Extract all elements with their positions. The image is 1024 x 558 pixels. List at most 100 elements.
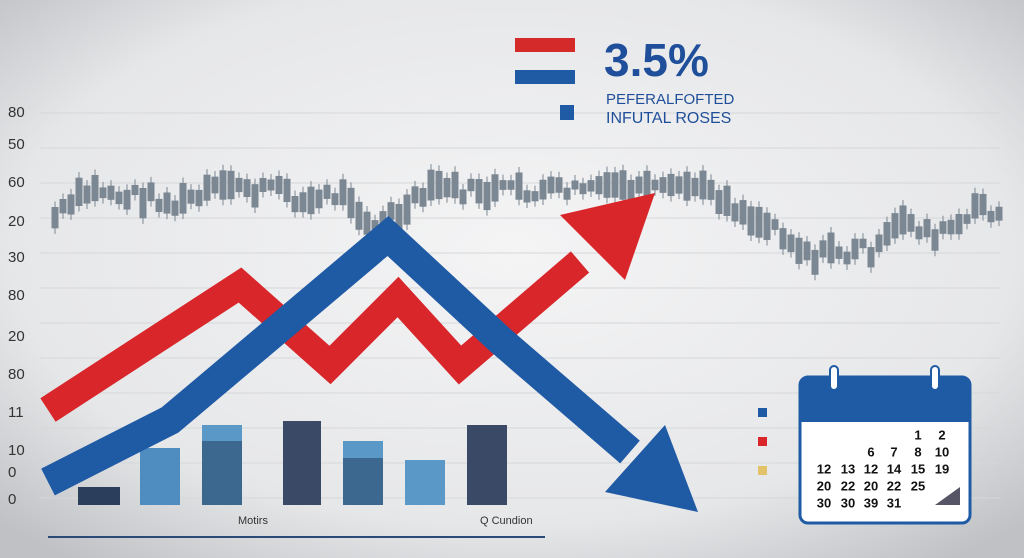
candle — [283, 178, 291, 203]
candle — [227, 170, 235, 200]
candle — [795, 237, 803, 264]
candle — [707, 179, 715, 200]
candle — [91, 174, 99, 202]
candle — [259, 178, 267, 192]
candle — [139, 187, 147, 219]
calendar-day: 22 — [887, 478, 901, 493]
candle — [635, 176, 643, 194]
candle — [883, 222, 891, 246]
calendar-day: 19 — [935, 461, 949, 476]
candle — [67, 194, 75, 215]
candle — [147, 182, 155, 202]
candle — [691, 177, 699, 197]
candle — [755, 206, 763, 238]
calendar-day: 20 — [864, 478, 878, 493]
candle — [355, 201, 363, 230]
calendar-day: 2 — [938, 427, 945, 442]
axis-label: 80 — [8, 104, 25, 121]
candle — [347, 187, 355, 219]
bars — [78, 421, 507, 505]
candle — [995, 206, 1003, 221]
calendar-ring — [829, 365, 839, 391]
candle — [307, 186, 315, 215]
calendar-day: 31 — [887, 495, 901, 510]
candle — [171, 200, 179, 216]
candle — [771, 219, 779, 230]
candle — [499, 180, 507, 190]
axis-label: 80 — [8, 366, 25, 383]
candle — [339, 179, 347, 206]
axis-label: 20 — [8, 328, 25, 345]
red-arrow-head — [560, 193, 655, 280]
legend-swatch — [758, 408, 767, 417]
calendar-day: 20 — [817, 478, 831, 493]
candlesticks — [51, 164, 1003, 281]
candle — [947, 219, 955, 235]
candle — [435, 170, 443, 200]
candle — [619, 170, 627, 200]
candle — [323, 184, 331, 199]
subtitle-line: INFUTAL ROSES — [606, 110, 731, 127]
calendar-day: 22 — [841, 478, 855, 493]
calendar — [798, 365, 972, 525]
bar — [405, 460, 445, 505]
bar-top — [343, 441, 383, 458]
candle — [467, 178, 475, 192]
candle — [419, 188, 427, 207]
axis-label: 0 — [8, 491, 16, 508]
calendar-day: 30 — [841, 495, 855, 510]
candle — [899, 205, 907, 235]
candle — [859, 238, 867, 249]
candle — [291, 196, 299, 213]
candle — [803, 241, 811, 261]
candle — [163, 192, 171, 214]
candle — [731, 203, 739, 222]
candle — [123, 189, 131, 210]
legend-swatch — [758, 437, 767, 446]
candle — [59, 198, 67, 214]
candle — [187, 189, 195, 204]
candle — [267, 179, 275, 191]
calendar-day: 13 — [841, 461, 855, 476]
candle — [555, 177, 563, 193]
candle — [923, 219, 931, 238]
candle — [747, 206, 755, 236]
calendar-day: 8 — [914, 444, 921, 459]
calendar-day: 30 — [817, 495, 831, 510]
axis-label: 60 — [8, 174, 25, 191]
candle — [75, 177, 83, 206]
flag-red — [515, 38, 575, 52]
bar — [78, 487, 120, 505]
candle — [579, 183, 587, 195]
candle — [715, 190, 723, 215]
calendar-day: 15 — [911, 461, 925, 476]
candle — [539, 179, 547, 200]
candle — [611, 172, 619, 198]
candle — [155, 198, 163, 213]
candle — [587, 180, 595, 192]
blue-arrow-head — [605, 425, 698, 512]
candle — [203, 174, 211, 201]
candle — [779, 228, 787, 250]
candle — [195, 189, 203, 207]
candle — [571, 180, 579, 190]
candle — [315, 189, 323, 209]
calendar-day: 12 — [817, 461, 831, 476]
calendar-day: 7 — [890, 444, 897, 459]
calendar-day: 6 — [867, 444, 874, 459]
candle — [275, 175, 283, 195]
axis-label: 80 — [8, 287, 25, 304]
candle — [931, 229, 939, 251]
axis-labels: 80 50 60 20 30 80 20 80 11 10 0 0 — [8, 104, 25, 508]
candle — [659, 177, 667, 193]
candle — [699, 170, 707, 200]
candle — [851, 238, 859, 260]
candle — [131, 184, 139, 196]
calendar-fold — [935, 487, 960, 505]
candle — [83, 185, 91, 204]
candle — [427, 169, 435, 201]
candle — [99, 187, 107, 199]
candle — [787, 234, 795, 253]
candle — [763, 212, 771, 240]
bar-top — [202, 425, 242, 441]
